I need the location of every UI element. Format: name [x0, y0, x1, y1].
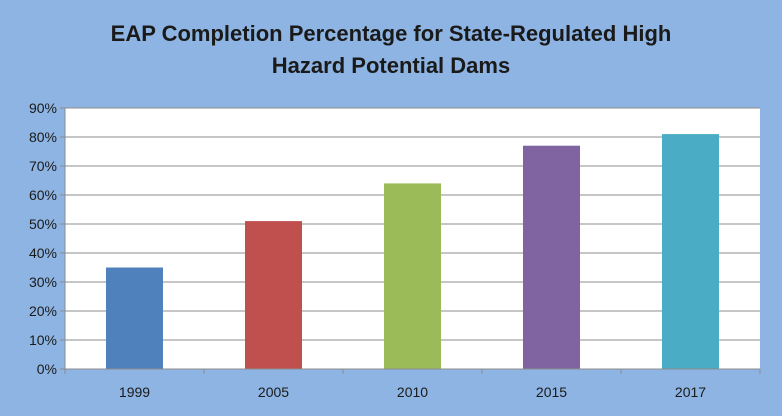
y-axis-ticks: 0% 10% 20% 30% 40% 50% 60% 70% 80% 90% — [29, 100, 65, 377]
chart-title: EAP Completion Percentage for State-Regu… — [0, 18, 782, 82]
y-tick-label: 90% — [29, 100, 57, 116]
bar-2005 — [245, 221, 302, 369]
y-tick-label: 0% — [37, 361, 57, 377]
x-axis-ticks: 1999 2005 2010 2015 2017 — [64, 369, 761, 400]
bar-1999 — [106, 267, 163, 369]
x-tick-label: 2017 — [675, 384, 706, 400]
bar-2015 — [523, 145, 580, 369]
axes — [64, 108, 760, 370]
x-tick-label: 2010 — [397, 384, 428, 400]
chart-title-line-1: EAP Completion Percentage for State-Regu… — [110, 21, 672, 46]
x-tick-label: 2015 — [536, 384, 567, 400]
y-tick-label: 50% — [29, 216, 57, 232]
x-tick-label: 1999 — [119, 384, 150, 400]
bar-2010 — [384, 183, 441, 369]
bars — [106, 134, 719, 369]
y-tick-label: 10% — [29, 332, 57, 348]
y-tick-label: 60% — [29, 187, 57, 203]
y-tick-label: 30% — [29, 274, 57, 290]
y-tick-label: 40% — [29, 245, 57, 261]
x-tick-label: 2005 — [258, 384, 289, 400]
y-tick-label: 80% — [29, 129, 57, 145]
y-tick-label: 70% — [29, 158, 57, 174]
chart-title-line-2: Hazard Potential Dams — [271, 53, 511, 78]
y-tick-label: 20% — [29, 303, 57, 319]
bar-2017 — [662, 134, 719, 369]
